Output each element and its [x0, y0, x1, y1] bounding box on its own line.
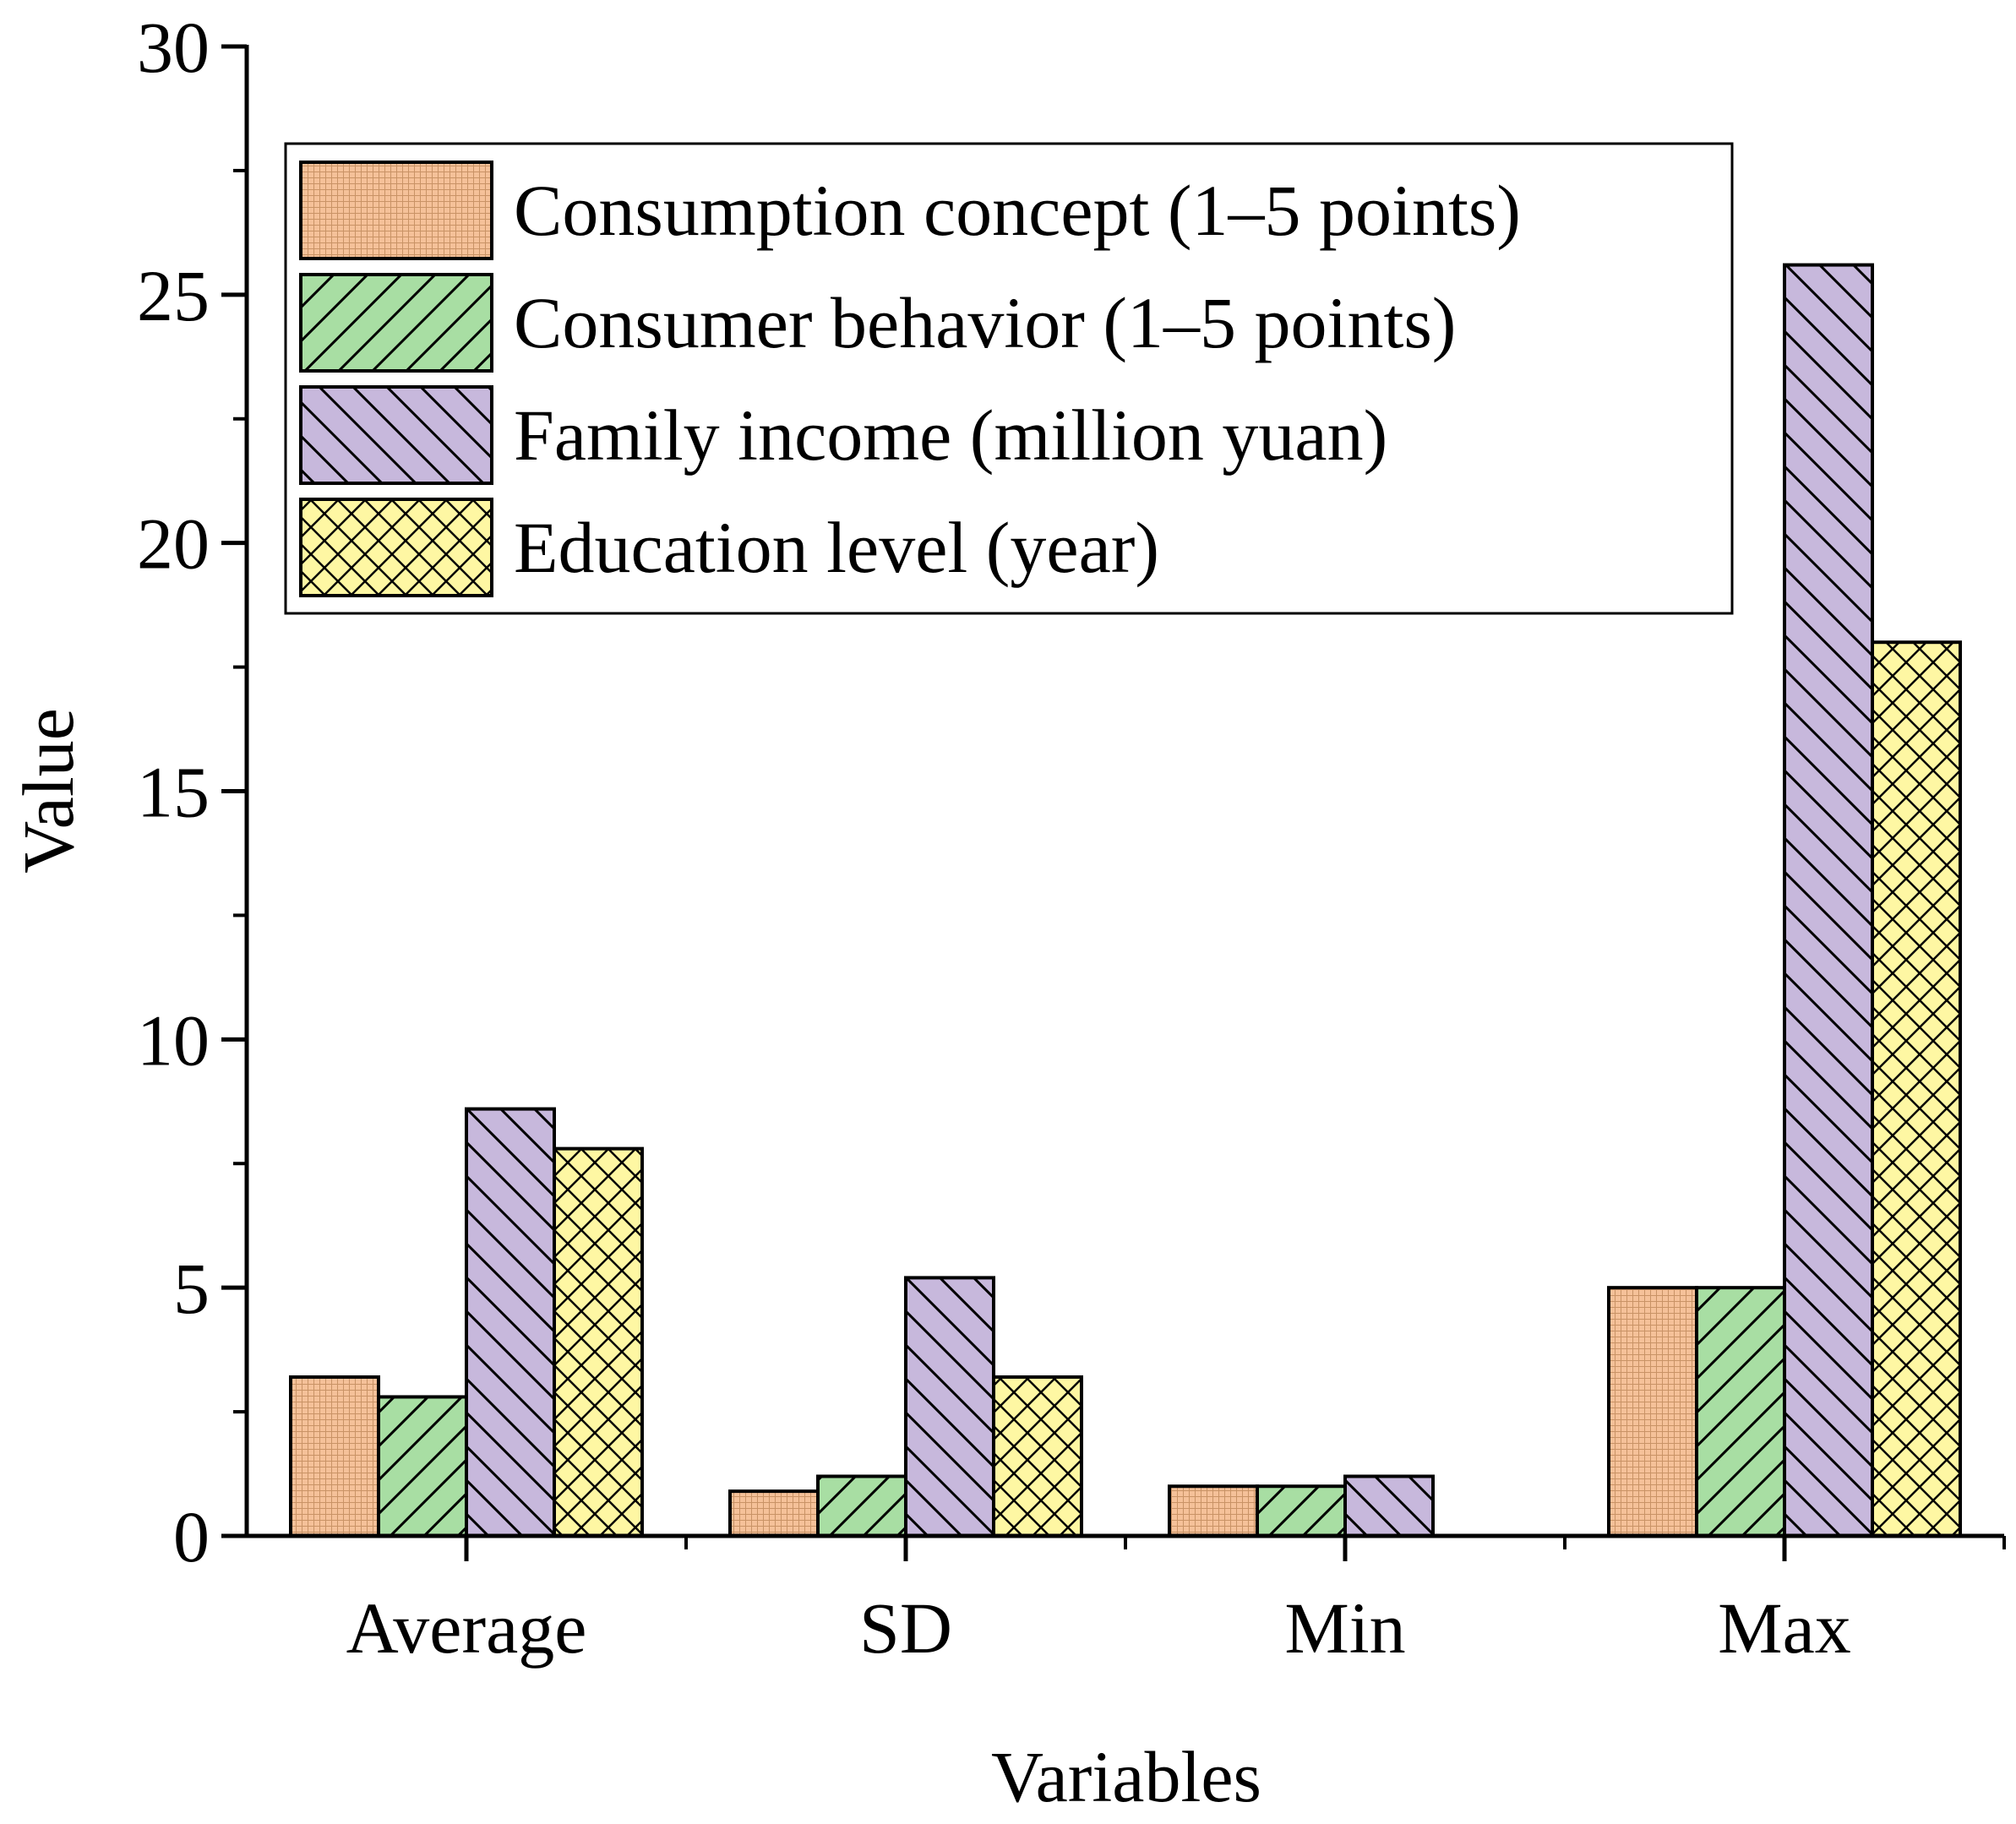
- x-tick-label: Average: [346, 1587, 587, 1669]
- legend-box: [284, 142, 1734, 615]
- axes-layer: 0 5 10 15 20 25 30 Average SD Min Max: [137, 7, 2006, 1669]
- legend-swatch-2: [299, 273, 493, 373]
- bar-average-series-2: [377, 1395, 468, 1538]
- legend-swatch-1: [299, 161, 493, 260]
- bar-max-series-1: [1607, 1286, 1698, 1538]
- bar-min-series-1: [1168, 1484, 1259, 1538]
- legend-label-2: Consumer behavior (1–5 points): [514, 282, 1456, 363]
- x-tick-label: SD: [859, 1587, 952, 1669]
- legend-swatch-3: [299, 385, 493, 485]
- bar-average-series-1: [289, 1375, 380, 1538]
- y-tick-label: 20: [137, 504, 210, 585]
- bars-layer: [289, 263, 1962, 1538]
- x-tick-label: Max: [1718, 1587, 1851, 1669]
- bar-average-series-3: [465, 1107, 556, 1538]
- legend-label-1: Consumption concept (1–5 points): [514, 170, 1521, 251]
- legend-label-4: Education level (year): [514, 507, 1159, 588]
- y-tick-label: 10: [137, 999, 210, 1081]
- legend: Consumption concept (1–5 points) Consumer…: [284, 142, 1734, 615]
- y-tick-label: 25: [137, 255, 210, 336]
- bar-sd-series-2: [816, 1474, 907, 1538]
- bar-max-series-2: [1695, 1286, 1786, 1538]
- legend-swatch-4: [299, 498, 493, 597]
- bar-sd-series-3: [904, 1276, 995, 1538]
- bar-sd-series-1: [728, 1489, 820, 1538]
- bar-max-series-3: [1783, 263, 1874, 1538]
- bar-sd-series-4: [992, 1375, 1083, 1538]
- y-tick-label: 0: [173, 1496, 210, 1577]
- y-axis-title: Value: [8, 708, 89, 874]
- bar-min-series-3: [1343, 1474, 1435, 1538]
- x-tick-label: Min: [1284, 1587, 1405, 1669]
- y-tick-label: 30: [137, 7, 210, 88]
- bar-min-series-2: [1256, 1484, 1347, 1538]
- legend-label-3: Family income (million yuan): [514, 395, 1387, 476]
- x-axis-title: Variables: [991, 1736, 1261, 1817]
- y-tick-label: 15: [137, 752, 210, 833]
- bar-max-series-4: [1871, 640, 1962, 1538]
- bar-average-series-4: [553, 1146, 644, 1538]
- y-tick-label: 5: [173, 1248, 210, 1329]
